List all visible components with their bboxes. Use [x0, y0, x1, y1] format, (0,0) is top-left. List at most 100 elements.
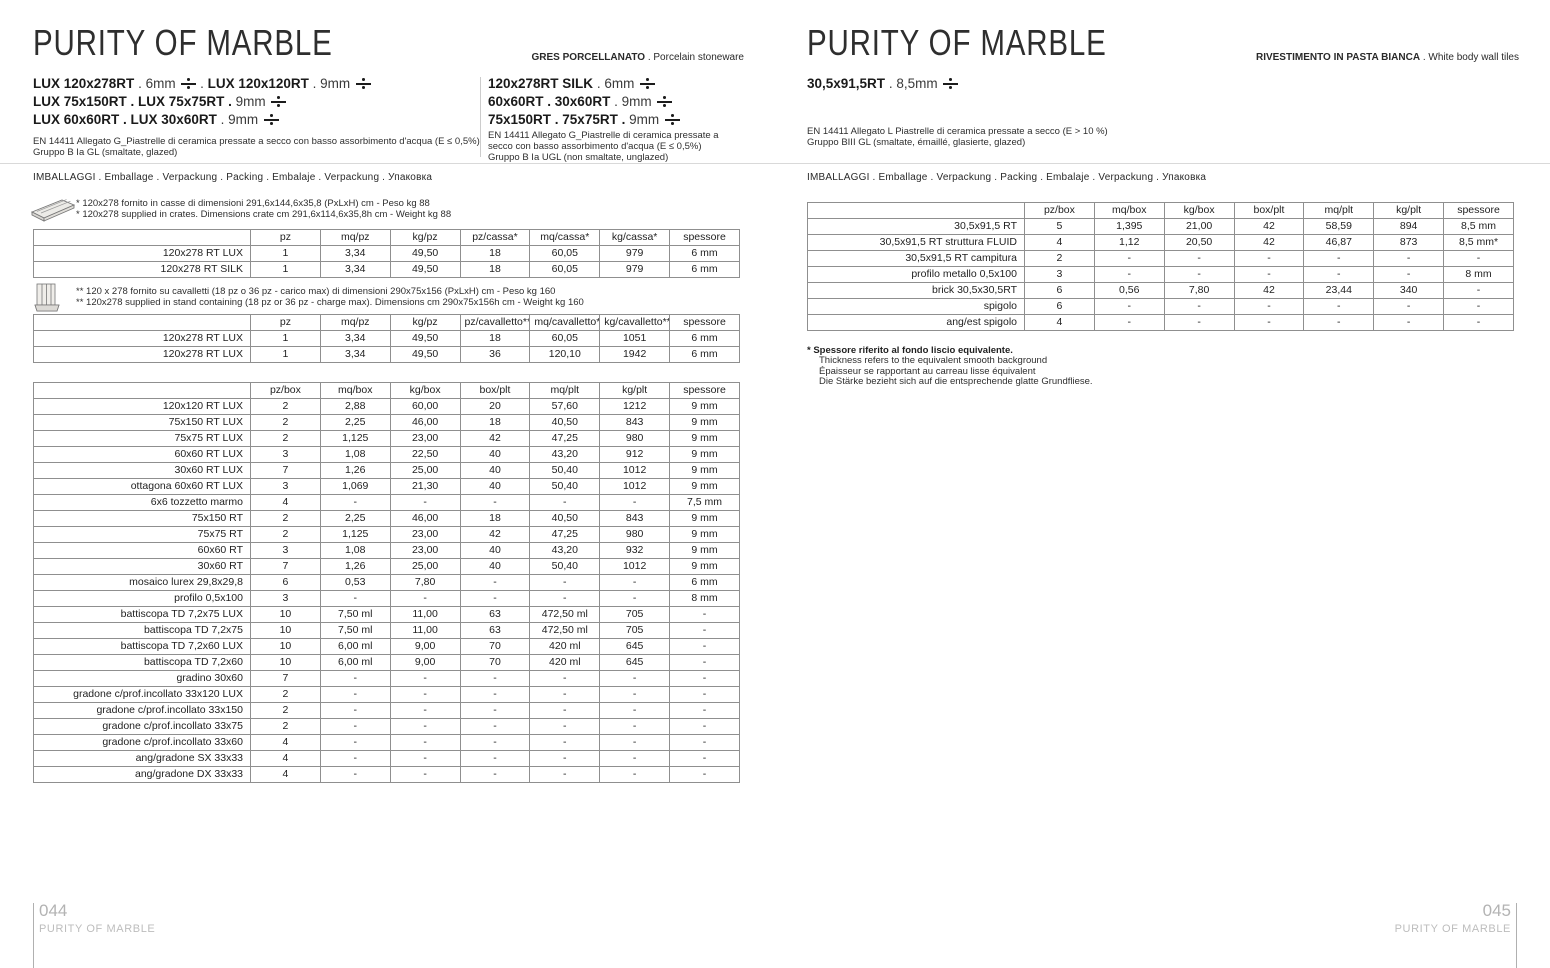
norm-note-silk: EN 14411 Allegato G_Piastrelle di cerami…	[488, 130, 719, 163]
data-cell: 20,50	[1163, 234, 1235, 251]
column-header: pz/box	[1024, 202, 1095, 219]
packaging-table: pz/box mq/box kg/box box/plt mq/plt kg/plt spe…	[33, 382, 740, 783]
data-cell: 1,26	[319, 462, 391, 479]
data-cell: 4	[1024, 314, 1095, 331]
thickness-footnote: * Spessore riferito al fondo liscio equi…	[807, 345, 1227, 388]
data-cell: 36	[459, 346, 531, 363]
data-cell: 980	[599, 526, 671, 543]
data-cell: 6	[1024, 282, 1095, 299]
data-cell: 2	[250, 718, 321, 735]
data-cell: -	[669, 606, 740, 623]
data-cell: 6	[1024, 298, 1095, 315]
table-row: brick 30,5x30,5RT 6 0,56 7,80 42 23,44 340-	[807, 282, 1514, 299]
data-cell: -	[1443, 298, 1514, 315]
data-cell: 6 mm	[669, 245, 740, 262]
row-label-header	[33, 314, 251, 331]
data-cell: -	[1373, 314, 1445, 331]
column-header: pz	[250, 314, 321, 331]
data-cell: 1,069	[319, 478, 391, 495]
table-header-row: pz mq/pz kg/pz pz/cassa* mq/cassa* kg/cassa* s…	[33, 229, 740, 246]
data-cell: -	[1443, 250, 1514, 267]
data-cell: -	[599, 670, 671, 687]
format-line: LUX 120x278RT . 6mm . LUX 120x120RT . 9m…	[33, 75, 371, 93]
data-cell: 58,59	[1303, 218, 1375, 235]
data-cell: -	[459, 494, 531, 511]
data-cell: 2	[250, 526, 321, 543]
table-row: 60x60 RT LUX 3 1,08 22,50 40 43,20 912 9 mm	[33, 446, 740, 463]
data-cell: -	[389, 670, 461, 687]
data-cell: 20	[459, 398, 531, 415]
row-label: ang/est spigolo	[807, 314, 1025, 331]
data-cell: -	[599, 718, 671, 735]
data-cell: -	[319, 686, 391, 703]
row-label: 120x278 RT LUX	[33, 330, 251, 347]
row-label: ang/gradone SX 33x33	[33, 750, 251, 767]
row-label: 30,5x91,5 RT	[807, 218, 1025, 235]
table-stand: pz mq/pz kg/pz pz/cavalletto** mq/cavalletto…	[33, 314, 740, 363]
data-cell: 46,87	[1303, 234, 1375, 251]
data-cell: -	[389, 702, 461, 719]
table-row: 60x60 RT 3 1,08 23,00 40 43,20 932 9 mm	[33, 542, 740, 559]
format-spec: . 6mm	[593, 76, 639, 91]
data-cell: -	[319, 590, 391, 607]
data-cell: 49,50	[389, 261, 461, 278]
table-header-row: pz/box mq/box kg/box box/plt mq/plt kg/plt spe…	[33, 382, 740, 399]
data-cell: 9,00	[389, 638, 461, 655]
data-cell: -	[1163, 266, 1235, 283]
data-cell: -	[459, 750, 531, 767]
data-cell: 1,08	[319, 542, 391, 559]
data-cell: 40	[459, 542, 531, 559]
row-label: profilo 0,5x100	[33, 590, 251, 607]
data-cell: 9 mm	[669, 510, 740, 527]
material-bold: GRES PORCELLANATO	[531, 52, 646, 63]
data-cell: -	[669, 654, 740, 671]
footer-rule-left	[33, 903, 34, 968]
formats-block-silk: 120x278RT SILK . 6mm 60x60RT . 30x60RT .…	[488, 75, 680, 129]
column-header: mq/plt	[529, 382, 601, 399]
data-cell: -	[459, 702, 531, 719]
format-spec: . 9mm	[216, 112, 262, 127]
table-row: gradone c/prof.incollato 33x120 LUX 2- - - -…	[33, 686, 740, 703]
data-cell: -	[1443, 314, 1514, 331]
column-header: pz/box	[250, 382, 321, 399]
format-line: 120x278RT SILK . 6mm	[488, 75, 680, 93]
data-cell: -	[1233, 266, 1305, 283]
data-cell: 63	[459, 606, 531, 623]
data-cell: -	[459, 718, 531, 735]
data-cell: 1	[250, 346, 321, 363]
data-cell: 21,30	[389, 478, 461, 495]
column-header: mq/box	[1093, 202, 1165, 219]
data-cell: -	[529, 750, 601, 767]
row-label: battiscopa TD 7,2x60	[33, 654, 251, 671]
data-cell: -	[389, 734, 461, 751]
data-cell: 1,12	[1093, 234, 1165, 251]
data-cell: -	[1303, 250, 1375, 267]
page-title-left: PURITY OF MARBLE	[33, 22, 333, 63]
table-row: gradone c/prof.incollato 33x150 2- - - - - -	[33, 702, 740, 719]
formats-divider	[480, 77, 481, 157]
data-cell: 2	[250, 702, 321, 719]
data-cell: 0,53	[319, 574, 391, 591]
data-cell: -	[319, 702, 391, 719]
data-cell: -	[529, 494, 601, 511]
data-cell: 23,44	[1303, 282, 1375, 299]
row-label: 120x120 RT LUX	[33, 398, 251, 415]
column-header: kg/box	[1163, 202, 1235, 219]
format-line: 60x60RT . 30x60RT . 9mm	[488, 93, 680, 111]
data-cell: 1012	[599, 462, 671, 479]
data-cell: 7	[250, 462, 321, 479]
data-cell: 9 mm	[669, 462, 740, 479]
row-label: 30,5x91,5 RT campitura	[807, 250, 1025, 267]
data-cell: 645	[599, 654, 671, 671]
table-row: gradone c/prof.incollato 33x75 2- - - - - -	[33, 718, 740, 735]
thickness-gauge-icon	[263, 114, 279, 125]
data-cell: -	[529, 670, 601, 687]
format-name: LUX 60x60RT . LUX 30x60RT	[33, 112, 217, 127]
thickness-gauge-icon	[271, 96, 287, 107]
material-rest: . White body wall tiles	[1420, 52, 1519, 63]
table-row: 75x75 RT 2 1,125 23,00 42 47,25 980 9 mm	[33, 526, 740, 543]
table-row: 75x75 RT LUX 2 1,125 23,00 42 47,25 980 9 mm	[33, 430, 740, 447]
table-main-right: pz/box mq/box kg/box box/plt mq/plt kg/plt spe…	[807, 202, 1514, 331]
column-header: box/plt	[1233, 202, 1305, 219]
